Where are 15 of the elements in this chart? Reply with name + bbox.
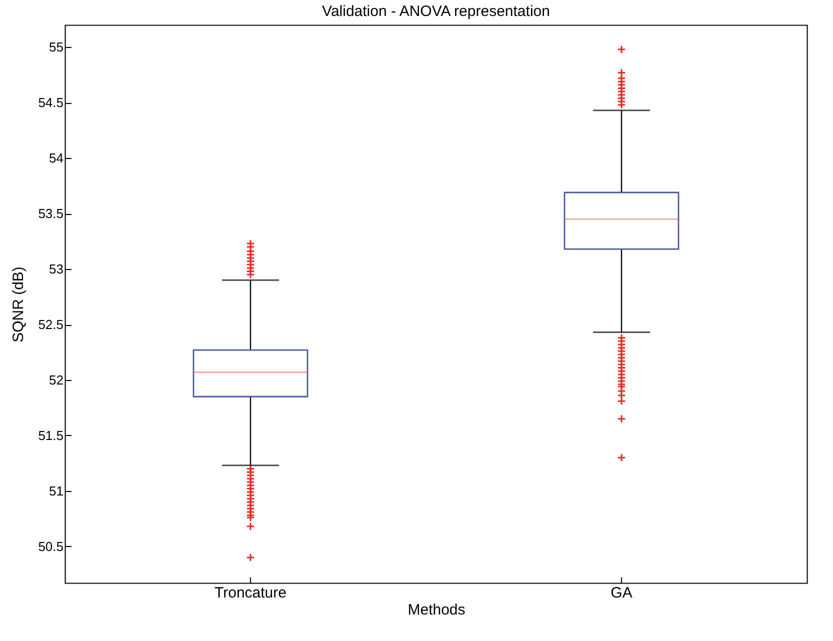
chart-title: Validation - ANOVA representation xyxy=(322,3,550,20)
y-axis-title: SQNR (dB) xyxy=(10,266,28,342)
y-tick-label: 51 xyxy=(49,483,64,498)
x-tick-label: Troncature xyxy=(214,584,286,602)
y-tick-label: 55 xyxy=(49,40,64,55)
y-tick-label: 51.5 xyxy=(38,428,64,443)
y-tick-label: 54.5 xyxy=(38,95,64,110)
y-tick-label: 54 xyxy=(49,150,64,166)
y-tick-label: 52 xyxy=(49,372,64,388)
y-tick-label: 52.5 xyxy=(38,317,64,332)
y-tick-label: 50.5 xyxy=(38,538,64,554)
y-tick-label: 53 xyxy=(49,262,64,277)
y-tick-label: 53.5 xyxy=(38,206,64,222)
x-tick-label: GA xyxy=(610,584,632,602)
x-axis-title: Methods xyxy=(408,602,466,618)
